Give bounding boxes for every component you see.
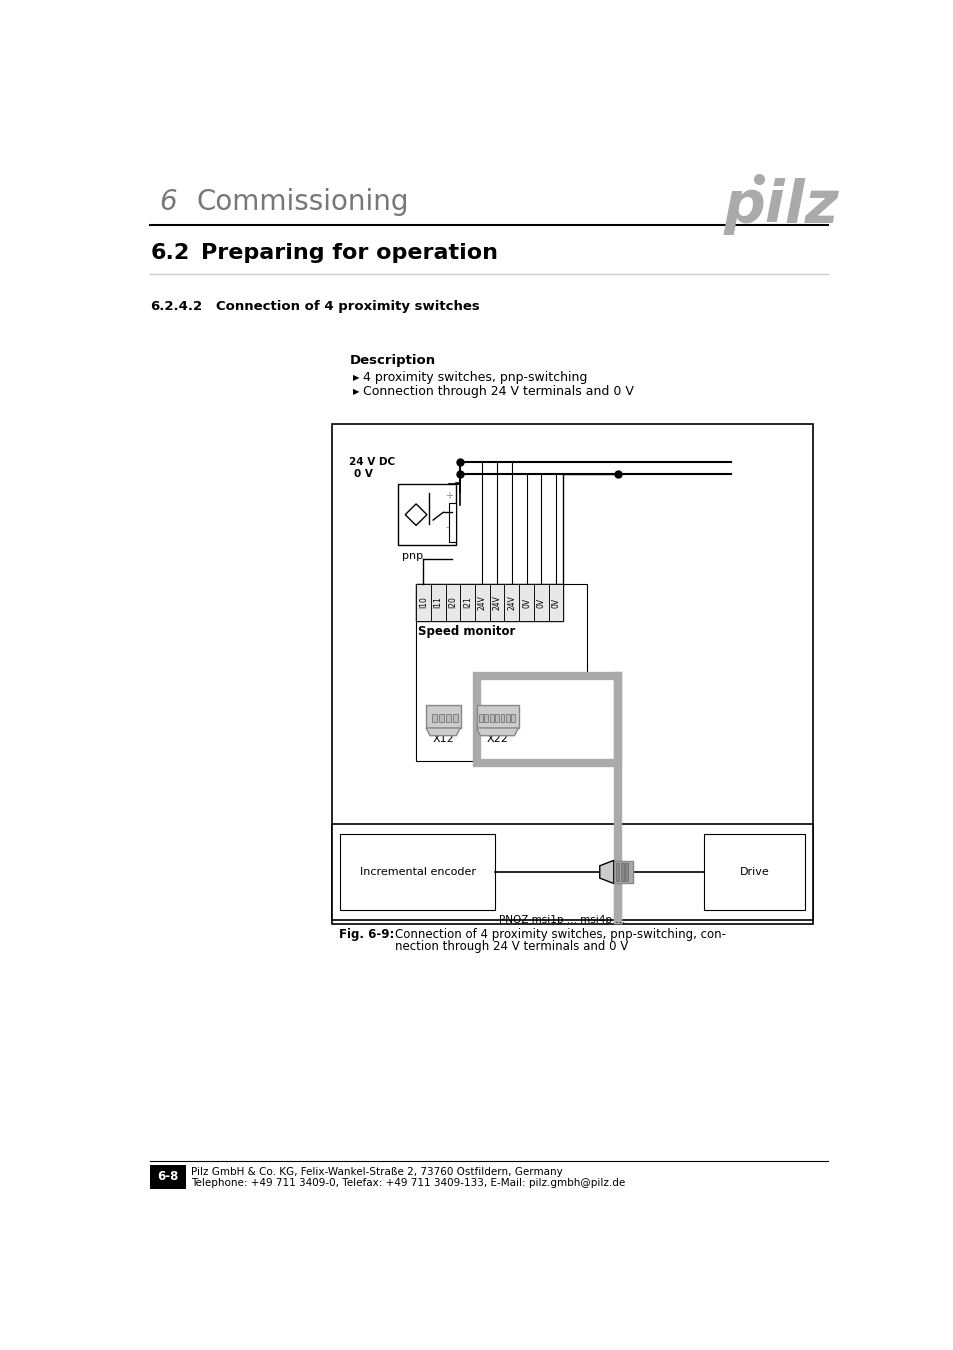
Text: Speed monitor: Speed monitor	[417, 625, 515, 639]
Bar	[511, 714, 515, 722]
Text: I11: I11	[434, 597, 442, 609]
Bar	[476, 705, 518, 728]
Text: Incremental encoder: Incremental encoder	[359, 867, 476, 878]
Bar	[416, 585, 562, 621]
Text: pilz: pilz	[723, 178, 839, 235]
Text: 6: 6	[159, 188, 177, 216]
Bar	[504, 585, 518, 621]
Bar	[495, 714, 498, 722]
Text: 0 V: 0 V	[354, 468, 373, 479]
Text: 6.2.4.2: 6.2.4.2	[150, 300, 202, 313]
Text: X12: X12	[432, 734, 454, 744]
Bar	[459, 585, 475, 621]
Bar	[431, 585, 445, 621]
Bar	[484, 714, 488, 722]
Text: Pilz GmbH & Co. KG, Felix-Wankel-Straße 2, 73760 Ostfildern, Germany: Pilz GmbH & Co. KG, Felix-Wankel-Straße …	[192, 1168, 562, 1177]
Bar	[505, 714, 509, 722]
Bar	[453, 714, 457, 722]
Bar	[489, 585, 504, 621]
Text: Commissioning: Commissioning	[196, 188, 409, 216]
Bar	[432, 714, 436, 722]
Bar	[340, 834, 495, 910]
Text: Connection through 24 V terminals and 0 V: Connection through 24 V terminals and 0 …	[362, 385, 633, 398]
Bar	[332, 825, 812, 921]
Bar	[613, 861, 633, 883]
Bar	[416, 585, 586, 761]
Text: Drive: Drive	[740, 867, 769, 878]
Bar	[478, 714, 482, 722]
Text: Connection of 4 proximity switches: Connection of 4 proximity switches	[216, 300, 479, 313]
Polygon shape	[599, 860, 613, 883]
Bar	[489, 714, 493, 722]
Text: +: +	[445, 491, 453, 501]
Bar	[475, 585, 489, 621]
Polygon shape	[476, 728, 517, 736]
Text: I21: I21	[462, 597, 472, 609]
Bar	[446, 714, 451, 722]
Text: 4 proximity switches, pnp-switching: 4 proximity switches, pnp-switching	[362, 371, 586, 385]
Bar	[616, 863, 618, 882]
Text: Preparing for operation: Preparing for operation	[200, 243, 497, 263]
Bar	[703, 834, 804, 910]
Text: 6.2: 6.2	[150, 243, 190, 263]
Text: ▶: ▶	[353, 373, 359, 382]
Text: ▶: ▶	[353, 387, 359, 396]
Text: 0V: 0V	[521, 598, 531, 608]
Bar	[445, 585, 459, 621]
Text: pnp: pnp	[402, 551, 423, 562]
Bar	[548, 585, 562, 621]
Text: I10: I10	[418, 597, 428, 609]
Bar	[426, 705, 460, 728]
Text: 24V: 24V	[507, 595, 516, 610]
Text: 0V: 0V	[537, 598, 545, 608]
Text: PNOZ msi1p ... msi4p ...: PNOZ msi1p ... msi4p ...	[498, 915, 625, 926]
Text: 0V: 0V	[551, 598, 559, 608]
Bar	[624, 863, 628, 882]
Bar	[518, 585, 534, 621]
Text: Connection of 4 proximity switches, pnp-switching, con-: Connection of 4 proximity switches, pnp-…	[395, 927, 725, 941]
Text: 6-8: 6-8	[157, 1170, 178, 1184]
Bar	[397, 483, 456, 545]
Text: Telephone: +49 711 3409-0, Telefax: +49 711 3409-133, E-Mail: pilz.gmbh@pilz.de: Telephone: +49 711 3409-0, Telefax: +49 …	[192, 1179, 625, 1188]
Text: X22: X22	[486, 734, 508, 744]
Bar	[448, 504, 456, 541]
Bar	[150, 1165, 186, 1189]
Bar	[476, 676, 617, 763]
Bar	[439, 714, 443, 722]
Bar	[416, 585, 431, 621]
Bar	[500, 714, 504, 722]
Bar	[332, 424, 812, 925]
Bar	[534, 585, 548, 621]
Text: Description: Description	[350, 354, 436, 367]
Polygon shape	[426, 728, 459, 736]
Text: -: -	[445, 522, 449, 532]
Text: 24V: 24V	[492, 595, 501, 610]
Text: Fig. 6-9:: Fig. 6-9:	[338, 927, 394, 941]
Polygon shape	[405, 504, 427, 525]
Text: nection through 24 V terminals and 0 V: nection through 24 V terminals and 0 V	[395, 940, 628, 953]
Text: I20: I20	[448, 597, 456, 609]
Bar	[620, 863, 623, 882]
Text: 24 V DC: 24 V DC	[349, 458, 395, 467]
Text: 24V: 24V	[477, 595, 486, 610]
